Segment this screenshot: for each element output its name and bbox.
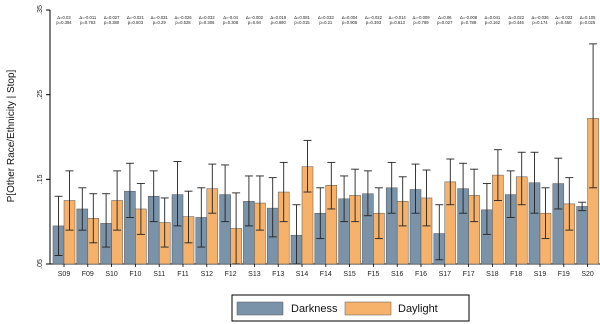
x-tick-label: S20 [581,271,594,278]
annotation-p-value: p=0.789 [413,20,429,25]
annotation-delta: Δ=-0.022 [365,15,383,20]
annotation-p-value: p=0.308 [223,20,239,25]
x-tick-label: S11 [153,271,165,278]
x-tick-label: S15 [343,271,356,278]
x-tick-label: S14 [296,271,309,278]
annotation-delta: Δ=0.022 [508,15,524,20]
annotation-p-value: p=0.763 [80,20,96,25]
annotation-p-value: p=0.528 [175,20,191,25]
annotation-delta: Δ=-0.008 [460,15,478,20]
annotation-p-value: p=0.380 [104,20,120,25]
annotation-delta: Δ=-0.021 [127,15,145,20]
x-tick-label: F12 [225,271,237,278]
annotation-p-value: p=0.162 [485,20,501,25]
x-tick-label: S12 [201,271,214,278]
annotation-p-value: p=0.306 [199,20,215,25]
y-tick-label: .15 [37,174,44,184]
annotation-p-value: p=0.446 [509,20,525,25]
x-tick-label: F11 [177,271,189,278]
annotation-delta: Δ=0.03 [57,15,71,20]
annotation-p-value: p=0.788 [461,20,477,25]
annotation-p-value: p=0.613 [390,20,406,25]
annotation-delta: Δ=-0.009 [412,15,430,20]
x-tick-label: S17 [439,271,452,278]
legend-label-daylight: Daylight [398,303,438,315]
y-tick-label: .05 [37,259,44,269]
annotation-p-value: p=0.690 [271,20,287,25]
annotation-delta: Δ=0.081 [294,15,310,20]
annotation-delta: Δ=-0.023 [555,15,573,20]
x-tick-label: S18 [486,271,499,278]
y-axis-label: P[Other Race/Ethnicity | Stop] [6,69,17,202]
legend-swatch-daylight [344,301,392,316]
bar-darkness [576,206,588,265]
y-tick-label: .35 [37,5,44,15]
x-tick-label: S10 [105,271,118,278]
x-tick-label: S16 [391,271,404,278]
annotation-p-value: p=0.21 [319,20,333,25]
annotation-delta: Δ=-0.026 [174,15,192,20]
plot-area: .05.15.25.35S09Δ=0.03p=0.394F09Δ=-0.011p… [37,5,600,278]
x-tick-label: F17 [463,271,475,278]
x-tick-label: F09 [82,271,94,278]
annotation-delta: Δ=-0.04 [223,15,238,20]
annotation-delta: Δ=-0.031 [151,15,169,20]
annotation-p-value: p=0.015 [294,20,310,25]
annotation-delta: Δ=0.041 [485,15,501,20]
annotation-delta: Δ=0.06 [438,15,452,20]
x-tick-label: F14 [320,271,332,278]
annotation-p-value: p=0.29 [153,20,167,25]
x-tick-label: F15 [367,271,379,278]
annotation-delta: Δ=-0.014 [389,15,407,20]
annotation-delta: Δ=-0.011 [79,15,96,20]
x-tick-label: S19 [534,271,547,278]
legend: Darkness Daylight [231,294,470,322]
annotation-p-value: p=0.94 [248,20,262,25]
annotation-p-value: p=0.394 [56,20,72,25]
x-tick-label: S09 [58,271,71,278]
annotation-delta: Δ=0.027 [104,15,120,20]
x-tick-label: F16 [415,271,427,278]
x-tick-label: F13 [272,271,284,278]
annotation-delta: Δ=0.105 [580,15,596,20]
annotation-p-value: p=0.503 [128,20,144,25]
annotation-p-value: p=0.027 [437,20,453,25]
x-tick-label: F18 [510,271,522,278]
x-tick-label: S13 [248,271,261,278]
annotation-delta: Δ=-0.036 [531,15,549,20]
legend-swatch-darkness [236,301,284,316]
y-tick-label: .25 [37,90,44,100]
x-tick-label: F10 [129,271,141,278]
annotation-delta: Δ=0.032 [199,15,215,20]
annotation-p-value: p=0.905 [342,20,358,25]
annotation-p-value: p=0.174 [532,20,548,25]
annotation-delta: Δ=0.019 [270,15,286,20]
x-tick-label: F19 [558,271,570,278]
annotation-delta: Δ=-0.002 [246,15,264,20]
annotation-p-value: p=0.450 [556,20,572,25]
annotation-p-value: p=0.025 [580,20,596,25]
annotation-delta: Δ=0.004 [342,15,358,20]
annotation-p-value: p=0.393 [366,20,382,25]
annotation-delta: Δ=0.033 [318,15,334,20]
legend-label-darkness: Darkness [291,303,338,315]
